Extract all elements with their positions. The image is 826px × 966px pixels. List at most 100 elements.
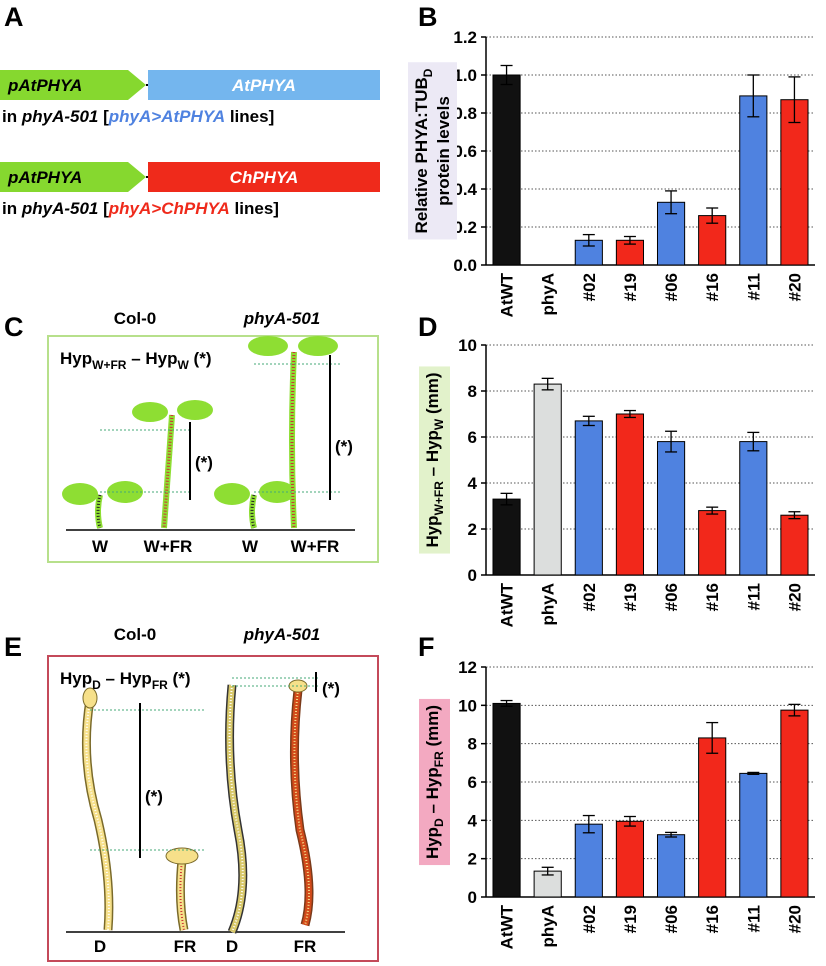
construct: pAtPHYA ChPHYA in phyA-501 [phyA>ChPHYA …: [0, 162, 380, 218]
x-tick-label: #06: [662, 905, 681, 933]
y-axis-title-part: Hyp: [423, 827, 442, 859]
error-bar: [500, 64, 513, 86]
error-bar: [665, 190, 678, 215]
caption-part: [: [98, 107, 109, 126]
panel-letter: F: [418, 632, 435, 662]
y-axis-title: HypD – HypFR (mm): [419, 698, 450, 866]
condition-label: W: [242, 537, 259, 556]
caption-part: in: [2, 107, 22, 126]
bar: [533, 383, 562, 576]
error-bar: [747, 771, 760, 775]
genotype-label: phyA-501: [243, 625, 321, 644]
y-tick-label: 8: [468, 382, 477, 401]
y-tick-label: 0.2: [453, 218, 477, 237]
bar: [739, 772, 768, 898]
bar: [780, 709, 809, 898]
gene-box: [148, 162, 380, 192]
x-tick-label: #16: [703, 583, 722, 611]
bar: [780, 99, 809, 266]
x-tick-label: #16: [703, 905, 722, 933]
bar: [698, 510, 727, 576]
caption-part: phyA>AtPHYA: [108, 107, 225, 126]
y-tick-label: 0: [468, 566, 477, 585]
error-bar: [541, 377, 554, 391]
y-tick-label: 8: [468, 735, 477, 754]
error-bar: [582, 814, 595, 834]
error-bar: [706, 721, 719, 754]
y-tick-label: 0.6: [453, 142, 477, 161]
x-tick-label: #11: [744, 905, 763, 932]
panel-frame: [47, 655, 379, 962]
formula: HypD – HypFR (*): [60, 669, 191, 692]
caption-part: in: [2, 199, 22, 218]
y-axis-title-line: HypD – HypFR (mm): [423, 705, 446, 859]
error-bar: [788, 511, 801, 520]
y-axis-title-part: W+FR: [432, 481, 446, 516]
x-tick-label: AtWT: [498, 904, 517, 949]
caption-part: phyA-501: [21, 107, 99, 126]
bar: [574, 420, 603, 576]
error-bar: [665, 430, 678, 453]
x-tick-label: #11: [744, 273, 763, 300]
y-axis-title-part: – Hyp: [423, 767, 442, 818]
formula-part: – Hyp: [101, 669, 152, 688]
error-bar: [582, 233, 595, 247]
condition-label: FR: [174, 937, 197, 956]
seedling-drawing: [62, 336, 355, 531]
genotype-label: Col-0: [114, 625, 157, 644]
seedling-drawing: [66, 672, 345, 934]
x-tick-label: #20: [785, 583, 804, 611]
error-bar: [541, 866, 554, 876]
error-bar: [747, 74, 760, 118]
x-tick-label: #16: [703, 273, 722, 301]
error-bar: [500, 699, 513, 707]
error-bar: [623, 409, 636, 419]
marker: (*): [145, 787, 163, 806]
error-bar: [623, 235, 636, 245]
marker: (*): [322, 679, 340, 698]
x-tick-label: #02: [580, 905, 599, 933]
y-tick-label: 1.0: [453, 66, 477, 85]
y-axis-title-part: (mm): [423, 372, 442, 418]
error-bar: [747, 431, 760, 452]
formula-part: D: [92, 678, 101, 692]
y-axis-title: HypW+FR – HypW (mm): [419, 366, 450, 554]
condition-label: D: [226, 937, 238, 956]
promoter-box: [0, 162, 146, 192]
formula-part: Hyp: [60, 349, 92, 368]
x-tick-label: #20: [785, 273, 804, 301]
caption-part: phyA>ChPHYA: [108, 199, 230, 218]
y-tick-label: 2: [468, 850, 477, 869]
construct-caption: in phyA-501 [phyA>ChPHYA lines]: [2, 199, 279, 218]
x-tick-label: phyA: [539, 273, 558, 316]
condition-label: W+FR: [291, 537, 340, 556]
promoter-box: [0, 70, 146, 100]
y-tick-label: 2: [468, 520, 477, 539]
error-bar: [706, 207, 719, 224]
x-tick-label: #02: [580, 583, 599, 611]
x-tick-label: AtWT: [498, 582, 517, 627]
caption-part: phyA-501: [21, 199, 99, 218]
y-title-background: [419, 366, 450, 554]
x-tick-label: #20: [785, 905, 804, 933]
panel-letter: D: [418, 312, 438, 342]
bar: [492, 74, 521, 266]
y-tick-label: 1.2: [453, 28, 477, 47]
error-bar: [665, 831, 678, 838]
x-tick-label: phyA: [539, 905, 558, 948]
y-tick-label: 0.8: [453, 104, 477, 123]
panel-frame: [47, 335, 379, 563]
condition-label: W: [92, 537, 109, 556]
error-bar: [788, 76, 801, 124]
formula-part: (*): [168, 669, 191, 688]
y-axis-title-part: W: [432, 418, 446, 430]
y-tick-label: 12: [458, 658, 477, 677]
marker: (*): [335, 437, 353, 456]
condition-label: W+FR: [144, 537, 193, 556]
x-tick-label: #19: [621, 273, 640, 301]
bar: [615, 413, 645, 576]
panel-letter: A: [4, 2, 24, 32]
marker: (*): [195, 453, 213, 472]
